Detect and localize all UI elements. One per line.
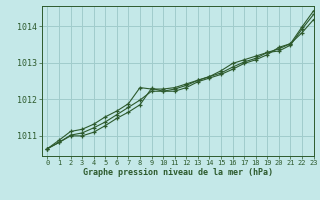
- X-axis label: Graphe pression niveau de la mer (hPa): Graphe pression niveau de la mer (hPa): [83, 168, 273, 177]
